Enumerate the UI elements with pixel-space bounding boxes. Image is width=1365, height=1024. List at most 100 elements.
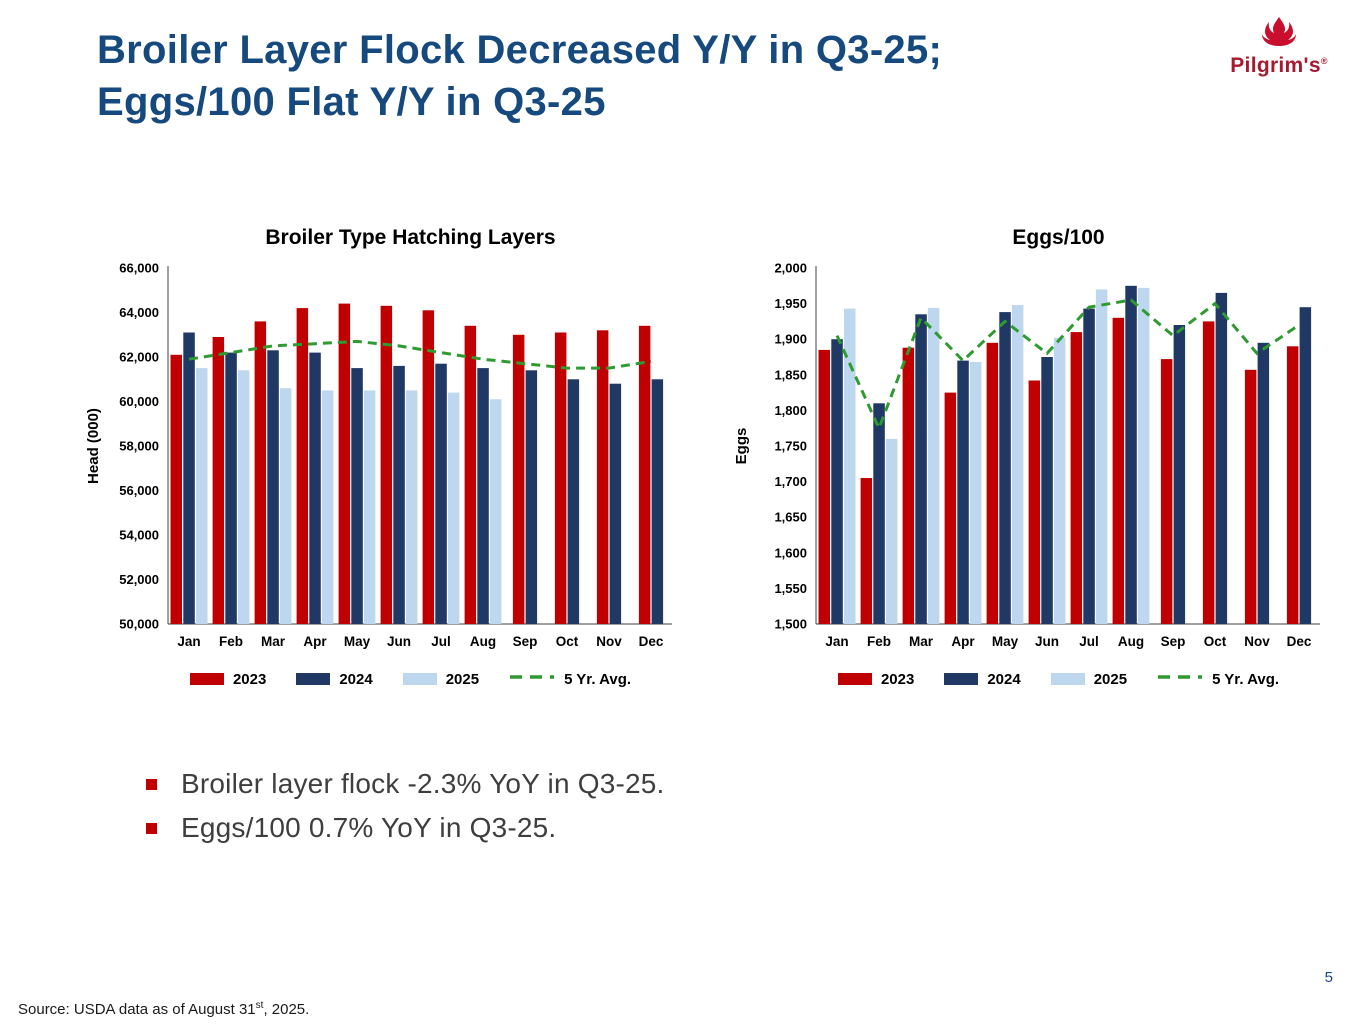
x-tick-label: Dec [1287,634,1312,649]
bar-2024-Jul [1083,308,1095,624]
bar-2025-Aug [489,399,502,624]
bar-2024-Feb [873,403,885,624]
legend-item-2025: 2025 [1050,671,1127,688]
chart-plot-area: 1,500 1,550 1,600 1,650 1,700 1,750 1,800 1,850… [726,258,1336,660]
legend-label: 5 Yr. Avg. [1212,670,1280,688]
bar-2023-May [338,303,351,624]
bar-2023-Nov [1244,369,1257,624]
bar-2023-Jul [422,310,435,624]
legend-swatch [402,673,437,685]
y-tick-label: 1,750 [774,439,807,454]
legend-swatch [189,673,224,685]
five-yr-avg-line [188,339,652,370]
legend-dashed-line-swatch [509,670,555,688]
bar-2025-Apr [969,362,982,624]
source-text-suffix: , 2025. [263,1001,310,1018]
bar-2024-Sep [1173,325,1186,624]
bullet-square-icon [146,822,157,834]
bar-2023-Sep [1160,359,1173,624]
bar-2025-Mar [927,307,940,624]
legend-item-2024: 2024 [944,671,1021,688]
bar-2023-Dec [638,325,651,624]
bar-2024-May [999,312,1011,624]
legend-swatch [944,673,979,685]
bar-2025-Jan [844,308,856,624]
y-tick-label: 66,000 [119,261,159,276]
chart-svg: 50,000 52,000 54,000 56,000 58,000 60,000 62,0… [85,261,672,649]
bar-2023-May [986,342,999,624]
bar-2023-Dec [1286,346,1299,624]
bar-2023-Mar [254,321,267,624]
y-tick-label: 60,000 [119,394,159,409]
bar-2023-Aug [464,325,477,624]
bar-2023-Feb [212,337,225,624]
legend-swatch [837,673,872,685]
bar-2024-Aug [477,368,489,624]
x-tick-label: Nov [596,634,622,649]
legend-label: 5 Yr. Avg. [564,670,632,688]
source-text: Source: USDA data as of August 31 [18,1001,256,1018]
x-tick-label: Jul [431,634,451,649]
y-tick-label: 54,000 [119,528,159,543]
y-tick-label: 1,550 [774,581,807,596]
legend-item-2023: 2023 [837,670,915,688]
x-tick-label: Feb [867,634,891,649]
bar-2025-Jun [405,390,418,624]
legend-swatch [296,673,331,685]
bar-2025-Apr [321,390,334,624]
bar-2024-Nov [609,383,622,624]
x-tick-label: Nov [1244,634,1270,649]
bar-2024-Dec [1299,307,1312,624]
bar-2024-Jan [183,332,195,624]
x-tick-label: Jan [177,634,200,649]
bar-2024-May [351,368,363,624]
bar-2023-Jan [170,354,182,624]
x-tick-label: May [992,634,1019,649]
legend-dashed-line-swatch [1157,670,1203,688]
bullet-text: Broiler layer flock -2.3% YoY in Q3-25. [181,768,665,799]
y-axis-title: Head (000) [85,408,102,484]
source-superscript: st [255,1000,264,1011]
x-tick-label: Jun [387,634,411,649]
bar-2024-Feb [225,352,237,624]
x-tick-label: Aug [1118,634,1144,649]
x-tick-label: Jul [1079,634,1099,649]
bar-2023-Aug [1112,317,1125,624]
legend-label: 2023 [880,670,915,688]
bar-2025-Jul [1095,289,1108,624]
bar-2024-Nov [1257,342,1270,624]
bar-2025-Mar [279,388,292,624]
five-yr-avg-line [835,298,1300,433]
pilgrims-logo: Pilgrim's® [1219,16,1339,78]
page-title-line2: Eggs/100 Flat Y/Y in Q3-25 [97,80,606,124]
legend-label: 2023 [232,670,267,688]
pilgrims-wordmark-text: Pilgrim's [1230,54,1321,77]
y-tick-label: 50,000 [119,617,159,632]
y-axis-title: Eggs [733,428,750,465]
bar-2024-Apr [957,360,969,624]
bar-2024-Oct [567,379,580,625]
page-number: 5 [1324,969,1333,986]
x-tick-label: Mar [261,634,286,649]
bar-2025-May [1011,305,1024,624]
y-tick-label: 56,000 [119,483,159,498]
bar-2023-Feb [860,478,873,624]
source-note: Source: USDA data as of August 31st, 202… [18,1000,309,1018]
y-tick-label: 52,000 [119,572,159,587]
y-tick-label: 1,850 [774,367,807,382]
y-tick-label: 1,900 [774,332,807,347]
bar-2023-Jun [380,305,393,624]
chart-svg: 1,500 1,550 1,600 1,650 1,700 1,750 1,800 1,850… [733,261,1320,649]
chart-eggs-per-100: Eggs/100 1,500 1,550 1,600 1,650 1,700 1,750 1… [726,226,1336,688]
bar-2025-Feb [885,438,898,624]
y-tick-label: 1,950 [774,296,807,311]
y-tick-label: 1,650 [774,510,807,525]
pilgrims-wordmark: Pilgrim's® [1219,54,1339,78]
legend-label: 2024 [339,670,373,688]
y-tick-label: 1,600 [774,545,807,560]
bar-2024-Mar [915,314,927,624]
bar-2024-Jun [1041,357,1053,624]
bar-2025-Jan [196,368,208,624]
x-tick-label: Feb [219,634,243,649]
x-tick-label: Mar [909,634,934,649]
